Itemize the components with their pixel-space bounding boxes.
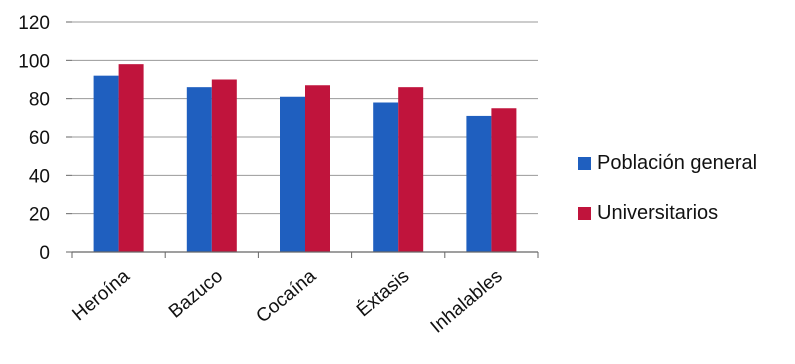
y-tick-label: 0 (39, 243, 50, 264)
bar-universitarios (398, 87, 424, 253)
x-tick-label: Heroína (69, 265, 135, 325)
y-tick-label: 40 (29, 166, 50, 187)
legend-item-universitarios: Universitarios (578, 198, 757, 228)
x-tick-label: Inhalables (427, 266, 507, 338)
legend-label: Universitarios (597, 201, 719, 224)
y-tick-label: 80 (29, 90, 50, 111)
bar-poblacion-general (93, 75, 119, 253)
bar-poblacion-general (466, 115, 492, 253)
y-axis-ticks: 0 20 40 60 80 100 120 (18, 13, 72, 264)
x-axis (71, 251, 539, 258)
x-tick-label: Bazuco (165, 266, 227, 323)
bar-universitarios (305, 85, 330, 252)
y-tick-label: 60 (29, 128, 50, 149)
bar-poblacion-general (280, 96, 305, 252)
legend-swatch-red (578, 206, 591, 220)
bar-universitarios (491, 108, 517, 252)
legend-swatch-blue (578, 156, 591, 170)
x-axis-categories: Heroína Bazuco Cocaína Éxtasis Inhalables (69, 265, 507, 337)
y-tick-label: 20 (29, 205, 50, 226)
bar-poblacion-general (373, 102, 399, 252)
x-tick-label: Cocaína (252, 265, 320, 327)
bar-poblacion-general (186, 87, 212, 253)
bar-universitarios (211, 79, 237, 252)
legend: Población general Universitarios (578, 148, 757, 248)
y-tick-label: 100 (18, 51, 50, 72)
x-tick-label: Éxtasis (353, 266, 413, 321)
legend-label: Población general (597, 151, 758, 174)
legend-item-poblacion-general: Población general (578, 148, 757, 178)
y-tick-label: 120 (18, 13, 50, 34)
bars (93, 64, 517, 253)
bar-universitarios (118, 64, 144, 253)
